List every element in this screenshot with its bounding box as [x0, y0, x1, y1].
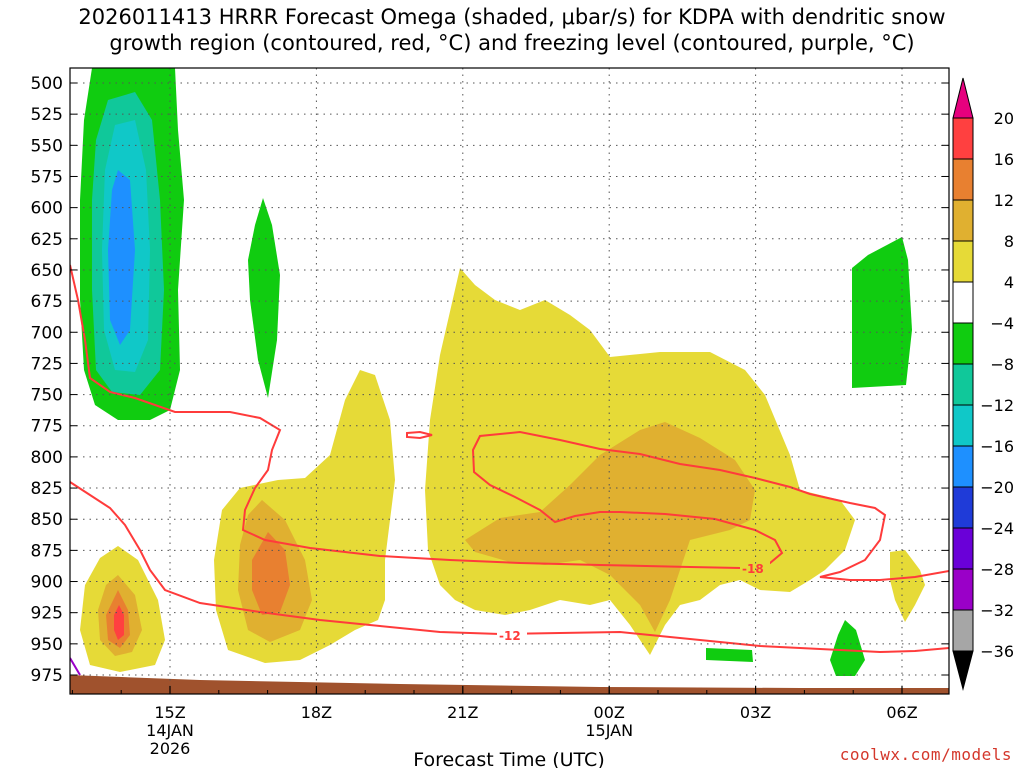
colorbar-label-12: 16 — [994, 150, 1014, 169]
colorbar-bin-11 — [952, 158, 974, 201]
colorbar-label-7: −8 — [990, 355, 1014, 374]
x-tick-label-2: 21Z — [447, 703, 478, 722]
colorbar-bin-9 — [952, 240, 974, 283]
colorbar-label-6: −12 — [980, 396, 1014, 415]
x-tick-label-3: 00Z — [594, 703, 625, 722]
y-tick-label-550: 550 — [31, 136, 63, 156]
colorbar-bin-3 — [952, 486, 974, 529]
y-tick-label-850: 850 — [31, 510, 63, 530]
shaded-field: -18 -12 — [70, 68, 949, 694]
freezing-level — [70, 657, 81, 676]
colorbar-bin-1 — [952, 568, 974, 611]
colorbar-label-1: −32 — [980, 601, 1014, 620]
colorbar-bin-0 — [952, 609, 974, 652]
colorbar-bin-12 — [952, 117, 974, 160]
omega-downward-east-small — [890, 550, 925, 622]
y-tick-label-750: 750 — [31, 386, 63, 406]
y-tick-label-950: 950 — [31, 635, 63, 655]
omega-upward-low1 — [706, 648, 753, 662]
x-tick-sublabel-date-3: 15JAN — [585, 721, 633, 740]
y-tick-label-975: 975 — [31, 666, 63, 686]
y-tick-label-900: 900 — [31, 573, 63, 593]
omega-upward-east — [852, 237, 912, 388]
y-tick-label-725: 725 — [31, 354, 63, 374]
omega-upward-west-m16 — [108, 170, 135, 345]
title-line-2: growth region (contoured, red, °C) and f… — [109, 31, 915, 55]
y-tick-label-700: 700 — [31, 323, 63, 343]
y-tick-label-800: 800 — [31, 448, 63, 468]
colorbar-bin-4 — [952, 445, 974, 488]
colorbar-bin-7 — [952, 322, 974, 365]
colorbar-label-13: 20 — [994, 109, 1014, 128]
omega-upward-small — [248, 198, 280, 398]
y-tick-label-925: 925 — [31, 604, 63, 624]
y-tick-label-775: 775 — [31, 417, 63, 437]
x-tick-sublabel-year-0: 2026 — [150, 739, 191, 758]
colorbar-extend-high — [952, 77, 974, 119]
x-tick-label-1: 18Z — [301, 703, 332, 722]
colorbar-label-4: −20 — [980, 478, 1014, 497]
colorbar-bin-2 — [952, 527, 974, 570]
colorbar: −36 −32 −28 −24 −20 −16 −12 −8 −4 4 8 12 16 20 — [952, 77, 1014, 691]
y-tick-label-600: 600 — [31, 199, 63, 219]
colorbar-label-3: −24 — [980, 519, 1014, 538]
contour-label-m12-bg — [497, 627, 527, 641]
terrain — [70, 675, 949, 694]
contour-dgz-upper — [70, 264, 949, 581]
y-tick-label-675: 675 — [31, 292, 63, 312]
contour-dgz-lower — [70, 481, 949, 654]
colorbar-bin-10 — [952, 199, 974, 242]
chart-title: 2026011413 HRRR Forecast Omega (shaded, … — [0, 4, 1024, 56]
x-tick-sublabel-date-0: 14JAN — [146, 721, 194, 740]
y-tick-label-525: 525 — [31, 105, 63, 125]
omega-downward-main-8 — [465, 422, 755, 632]
colorbar-label-11: 12 — [994, 191, 1014, 210]
y-tick-label-875: 875 — [31, 541, 63, 561]
colorbar-extend-low — [952, 650, 974, 691]
omega-downward-west-16 — [114, 605, 124, 640]
y-tick-label-650: 650 — [31, 261, 63, 281]
colorbar-label-2: −28 — [980, 560, 1014, 579]
grid-lines — [70, 68, 949, 694]
colorbar-bin-8 — [952, 281, 974, 324]
x-tick-label-4: 03Z — [740, 703, 771, 722]
omega-downward-mid-12 — [252, 532, 290, 615]
contour-label-m18-bg — [740, 560, 770, 574]
y-axis: 500 525 550 575 600 625 650 675 700 725 750 775 800 8… — [31, 74, 949, 686]
title-line-1: 2026011413 HRRR Forecast Omega (shaded, … — [78, 5, 946, 29]
x-tick-label-0: 15Z — [154, 703, 185, 722]
colorbar-label-5: −16 — [980, 437, 1014, 456]
y-tick-label-575: 575 — [31, 167, 63, 187]
colorbar-label-9: 4 — [1004, 273, 1014, 292]
y-tick-label-500: 500 — [31, 74, 63, 94]
x-tick-label-5: 06Z — [886, 703, 917, 722]
colorbar-label-10: 8 — [1004, 232, 1014, 251]
colorbar-label-0: −36 — [980, 642, 1014, 661]
y-tick-label-625: 625 — [31, 230, 63, 250]
omega-upward-low2 — [830, 620, 865, 676]
colorbar-bin-5 — [952, 404, 974, 447]
colorbar-label-8: −4 — [990, 314, 1014, 333]
credit-text: coolwx.com/models — [839, 745, 1012, 764]
contour-small-loop — [406, 430, 433, 440]
contour-label-m12: -12 — [499, 629, 521, 643]
colorbar-bin-6 — [952, 363, 974, 406]
x-axis-title: Forecast Time (UTC) — [413, 749, 604, 768]
contour-label-m18: -18 — [742, 562, 764, 576]
plot-frame — [69, 67, 950, 695]
y-tick-label-825: 825 — [31, 479, 63, 499]
